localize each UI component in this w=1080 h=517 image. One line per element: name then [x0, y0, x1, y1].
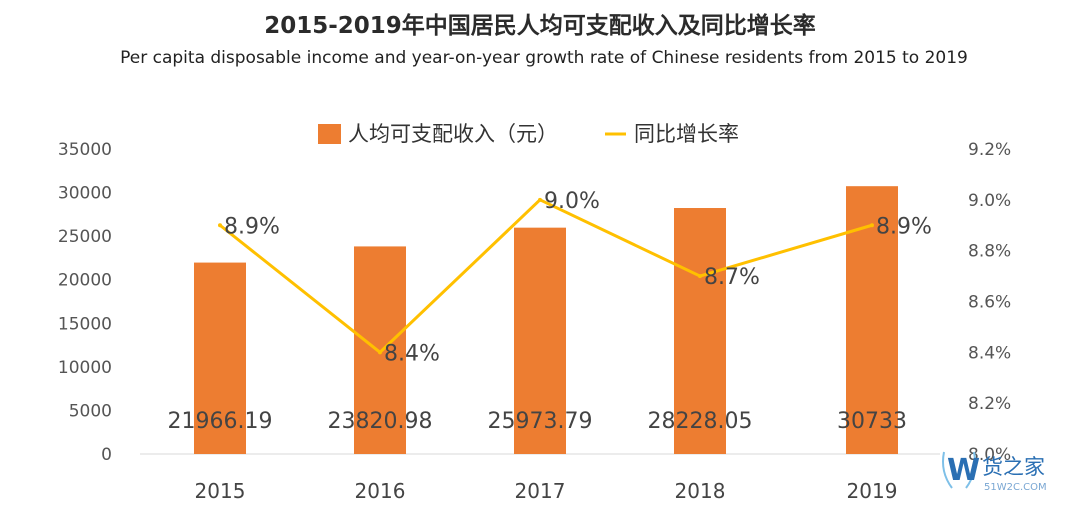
y-left-tick-label: 35000	[58, 140, 112, 160]
line-value-label: 8.4%	[384, 341, 440, 366]
left-axis: 0 5000 10000 15000 20000 25000 30000 35000	[58, 140, 112, 465]
bar-series	[194, 186, 898, 455]
bar-value-label: 25973.79	[488, 409, 593, 434]
y-right-tick-label: 9.0%	[968, 191, 1011, 211]
line-value-label: 8.7%	[704, 265, 760, 290]
y-right-tick-label: 8.6%	[968, 293, 1011, 313]
y-right-tick-label: 8.0%	[968, 445, 1011, 465]
x-tick-label: 2015	[195, 479, 246, 503]
bar	[674, 208, 726, 454]
legend: 人均可支配收入（元） 同比增长率	[318, 122, 739, 146]
x-tick-label: 2016	[355, 479, 406, 503]
y-right-tick-label: 8.4%	[968, 343, 1011, 363]
line-labels: 8.9% 8.4% 9.0% 8.7% 8.9%	[224, 189, 932, 367]
y-left-tick-label: 25000	[58, 227, 112, 247]
line-point	[870, 223, 874, 228]
line-point	[218, 223, 222, 228]
watermark-w-icon: W	[947, 453, 980, 488]
bar	[194, 262, 246, 454]
bar-value-label: 30733	[837, 409, 907, 434]
legend-bar-label: 人均可支配收入（元）	[348, 122, 558, 146]
chart-subtitle: Per capita disposable income and year-on…	[120, 48, 968, 68]
y-right-tick-label: 8.2%	[968, 394, 1011, 414]
watermark-brand: 货之家	[982, 455, 1045, 479]
y-right-tick-label: 8.8%	[968, 242, 1011, 262]
legend-bar-swatch	[318, 124, 341, 144]
bar-labels: 21966.19 23820.98 25973.79 28228.05 30733	[168, 409, 907, 434]
y-left-tick-label: 20000	[58, 271, 112, 291]
x-tick-label: 2018	[675, 479, 726, 503]
bar-value-label: 23820.98	[328, 409, 433, 434]
chart-title: 2015-2019年中国居民人均可支配收入及同比增长率	[264, 13, 816, 39]
line-point	[698, 274, 702, 279]
x-tick-label: 2019	[847, 479, 898, 503]
bar	[514, 227, 566, 454]
bar-value-label: 21966.19	[168, 409, 273, 434]
laurel-right-icon	[965, 451, 976, 489]
x-axis: 2015 2016 2017 2018 2019	[195, 479, 898, 503]
laurel-left-icon	[942, 451, 953, 489]
watermark-logo: W 货之家 51W2C.COM	[942, 451, 1047, 493]
x-tick-label: 2017	[515, 479, 566, 503]
bar	[354, 246, 406, 454]
bar-value-label: 28228.05	[648, 409, 753, 434]
y-left-tick-label: 15000	[58, 314, 112, 334]
y-right-tick-label: 9.2%	[968, 140, 1011, 160]
y-left-tick-label: 30000	[58, 184, 112, 204]
y-left-tick-label: 0	[101, 445, 112, 465]
y-left-tick-label: 10000	[58, 358, 112, 378]
y-left-tick-label: 5000	[69, 401, 112, 421]
line-value-label: 8.9%	[876, 214, 932, 239]
line-point	[538, 197, 542, 202]
watermark-site: 51W2C.COM	[984, 482, 1047, 493]
legend-line-label: 同比增长率	[634, 122, 739, 146]
right-axis: 8.0% 8.2% 8.4% 8.6% 8.8% 9.0% 9.2%	[968, 140, 1011, 465]
line-value-label: 9.0%	[544, 189, 600, 214]
line-point	[378, 350, 382, 355]
line-value-label: 8.9%	[224, 214, 280, 239]
line-series	[218, 197, 874, 355]
